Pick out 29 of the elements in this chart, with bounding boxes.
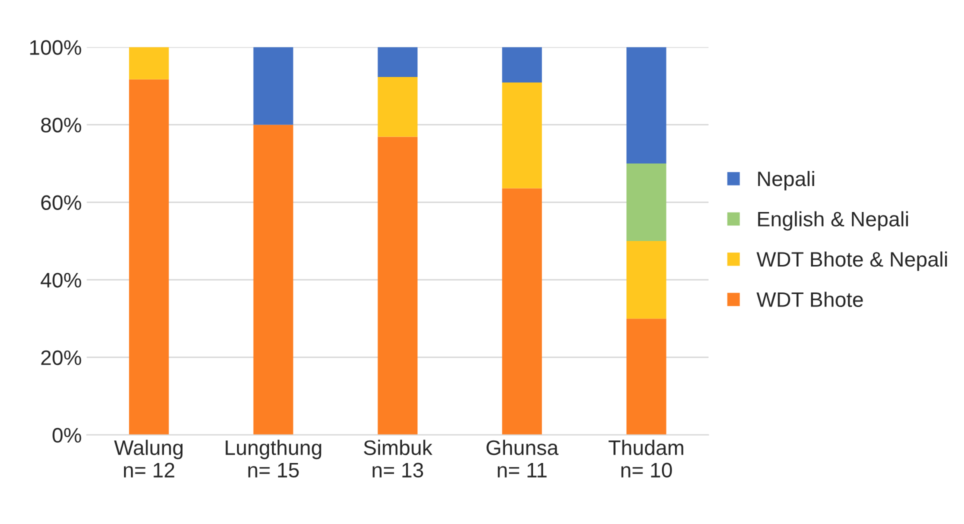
bar	[502, 188, 542, 435]
x-tick-label: Lungthung n= 15	[226, 440, 322, 478]
y-tick-label: 0%	[52, 428, 82, 443]
bar	[129, 47, 169, 80]
bar	[626, 163, 666, 242]
x-tick-label: Thudam n= 10	[608, 440, 684, 478]
y-tick-label: 20%	[41, 350, 82, 366]
bar	[378, 77, 418, 137]
bar	[378, 47, 418, 78]
bar	[626, 47, 666, 164]
x-tick-label: Ghunsa n= 11	[486, 440, 558, 478]
bar	[502, 82, 542, 188]
legend-label: WDT Bhote & Nepali	[756, 251, 947, 271]
bar	[502, 47, 542, 82]
legend-label: WDT Bhote	[756, 292, 863, 308]
y-tick-label: 40%	[40, 272, 82, 288]
y-tick-label: 100%	[30, 40, 82, 55]
y-tick-label: 80%	[41, 118, 82, 132]
x-tick-label: Walung n= 12	[114, 440, 183, 478]
x-tick-label: Simbuk n= 13	[364, 440, 432, 478]
bar	[626, 318, 666, 435]
bar	[253, 124, 294, 435]
bar	[378, 136, 418, 435]
y-tick-label: 60%	[41, 195, 82, 210]
bar	[129, 79, 169, 435]
bar	[253, 47, 294, 125]
legend-label: Nepali	[758, 170, 814, 190]
bar	[626, 241, 666, 319]
legend-label: English & Nepali	[758, 211, 908, 231]
